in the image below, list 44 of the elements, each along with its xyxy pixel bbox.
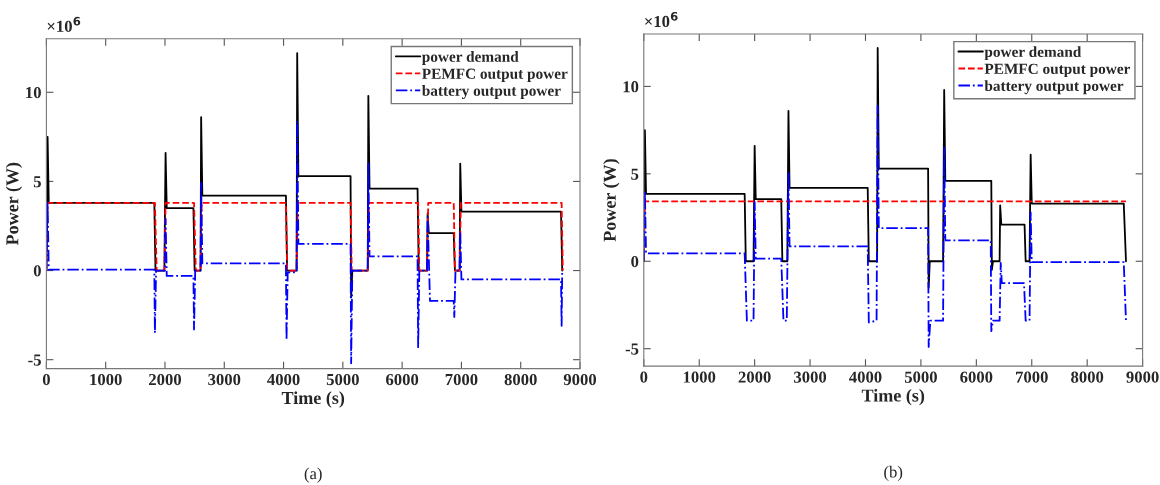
y-axis-title: Power (W) [5,162,23,246]
legend-label: power demand [984,46,1082,61]
x-tick-label: 2000 [149,373,182,386]
line-series [643,104,1127,348]
x-tick-label: 6000 [386,373,419,386]
legend-label: PEMFC output power [422,68,568,82]
x-tick-label: 7000 [445,373,478,386]
line-series [46,119,564,365]
x-tick-label: 8000 [1071,371,1104,383]
text: ×10$^{6}$ [645,11,678,28]
x-tick-label: 5000 [904,371,937,383]
x-tick-label: 6000 [960,371,993,383]
legend-label: power demand [421,51,519,65]
x-tick-label: 9000 [1126,371,1159,383]
x-tick-label: 3000 [208,373,241,386]
x-tick-label: 1000 [683,371,716,383]
y-tick-label: -5 [28,354,41,366]
x-tick-label: 4000 [849,371,882,383]
x-tick-label: 7000 [1016,371,1048,383]
x-tick-label: 3000 [794,371,827,383]
x-tick-label: 2000 [738,371,771,383]
x-tick-label: 9000 [563,373,597,386]
x-tick-label: 0 [640,371,648,383]
y-tick-label: 5 [631,168,639,180]
y-tick-label: 0 [33,265,41,277]
y-tick-label: 10 [623,81,639,93]
x-axis-title: Time (s) [861,388,925,406]
x-tick-label: 8000 [504,373,537,386]
y-axis-title: Power (W) [603,159,620,242]
y-tick-label: -5 [625,343,639,355]
text: (b) [884,465,903,481]
x-tick-label: 5000 [326,373,359,386]
y-tick-label: 5 [33,176,41,188]
text: ×10$^{6}$ [47,16,81,32]
legend-label: PEMFC output power [984,63,1131,78]
y-tick-label: 0 [631,255,639,268]
x-tick-label: 1000 [90,373,122,386]
legend-label: battery output power [421,85,561,100]
text: (a) [304,467,322,483]
y-tick-label: 10 [26,86,41,99]
x-axis-title: Time (s) [281,391,345,408]
x-tick-label: 4000 [267,373,300,386]
x-tick-label: 0 [42,373,50,386]
legend-label: battery output power [984,80,1124,95]
